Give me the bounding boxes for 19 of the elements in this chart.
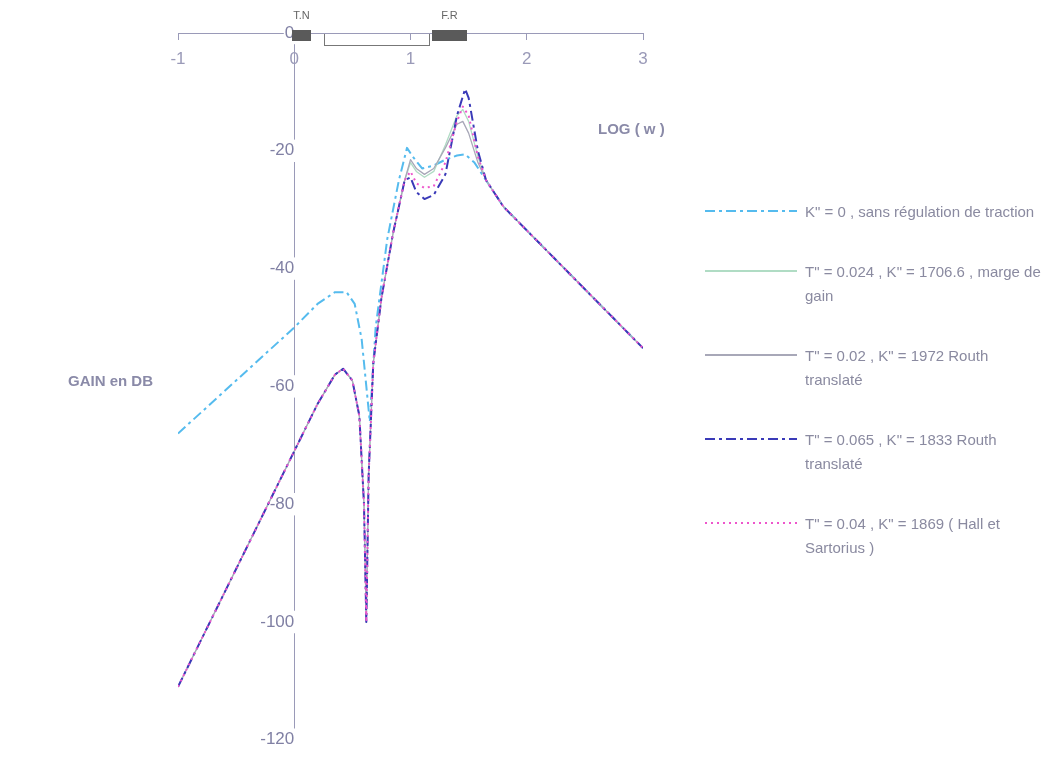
y-tick-label: -100 (260, 611, 295, 631)
text: K" = 0 , sans régulation de traction (805, 202, 1036, 222)
text: F.R (441, 9, 458, 21)
x-tick-label: 3 (638, 48, 648, 68)
x-tick-label: 2 (522, 48, 532, 68)
y-tick-label: -60 (269, 376, 295, 396)
x-tick-label: -1 (170, 48, 186, 68)
text: T" = 0.04 , K" = 1869 ( Hall et Sartorius ) (805, 514, 1001, 558)
text: T" = 0.065 , K" = 1833 Routh translaté (805, 430, 998, 474)
y-tick-label: -20 (269, 140, 295, 160)
y-tick-label: -80 (269, 493, 295, 513)
x-tick-label: 1 (405, 48, 416, 68)
y-tick-label: -120 (260, 729, 295, 749)
text: T.N (293, 9, 310, 21)
text: T" = 0.024 , K" = 1706.6 , marge de gain (805, 262, 1042, 306)
y-tick-label: -40 (269, 258, 295, 278)
y-axis-title: GAIN en DB (68, 372, 154, 389)
text: T" = 0.02 , K" = 1972 Routh translaté (805, 346, 990, 390)
x-axis-title: LOG ( w ) (598, 120, 665, 137)
